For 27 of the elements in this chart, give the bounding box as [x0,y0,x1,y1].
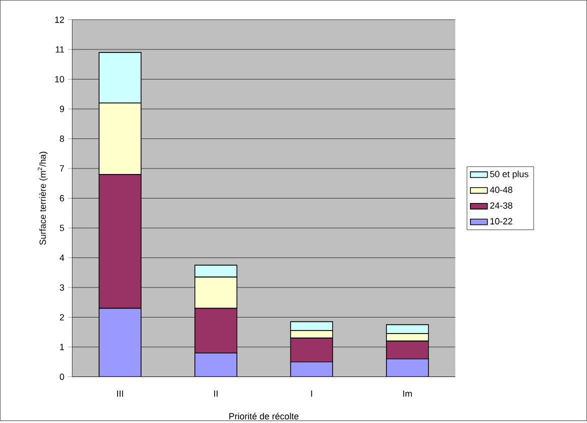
x-axis-title: Priorité de récolte [229,412,298,420]
y-tick-label: 6 [60,195,64,202]
y-tick-label: 3 [60,284,64,291]
x-tick-label: III [117,390,124,397]
x-tick-label: Im [403,390,412,397]
y-tick-label: 8 [60,136,64,142]
x-tick-label: I [311,390,312,397]
y-tick-label: 2 [60,314,64,320]
bar [386,358,429,377]
y-tick-label: 11 [56,46,64,53]
y-tick-label: 0 [60,374,64,380]
bar [290,362,334,377]
legend-label: 10-22 [490,218,512,225]
bar [98,308,142,377]
y-tick-label: 4 [60,254,64,261]
y-tick-label: 12 [55,16,64,23]
y-tick-label: 1 [60,344,64,350]
legend-label: 24-38 [490,202,512,209]
y-tick-label: 5 [60,224,64,232]
y-tick-label: 7 [60,165,64,172]
legend-label: 50 et plus [490,170,528,180]
bar [194,352,238,377]
legend-label: 40-48 [490,186,512,194]
y-tick-label: 9 [60,106,64,112]
y-axis-title: Surface terrière (m$^{2}$/ha) [38,152,48,245]
x-tick-label: II [214,390,218,397]
y-tick-label: 10 [55,76,64,82]
